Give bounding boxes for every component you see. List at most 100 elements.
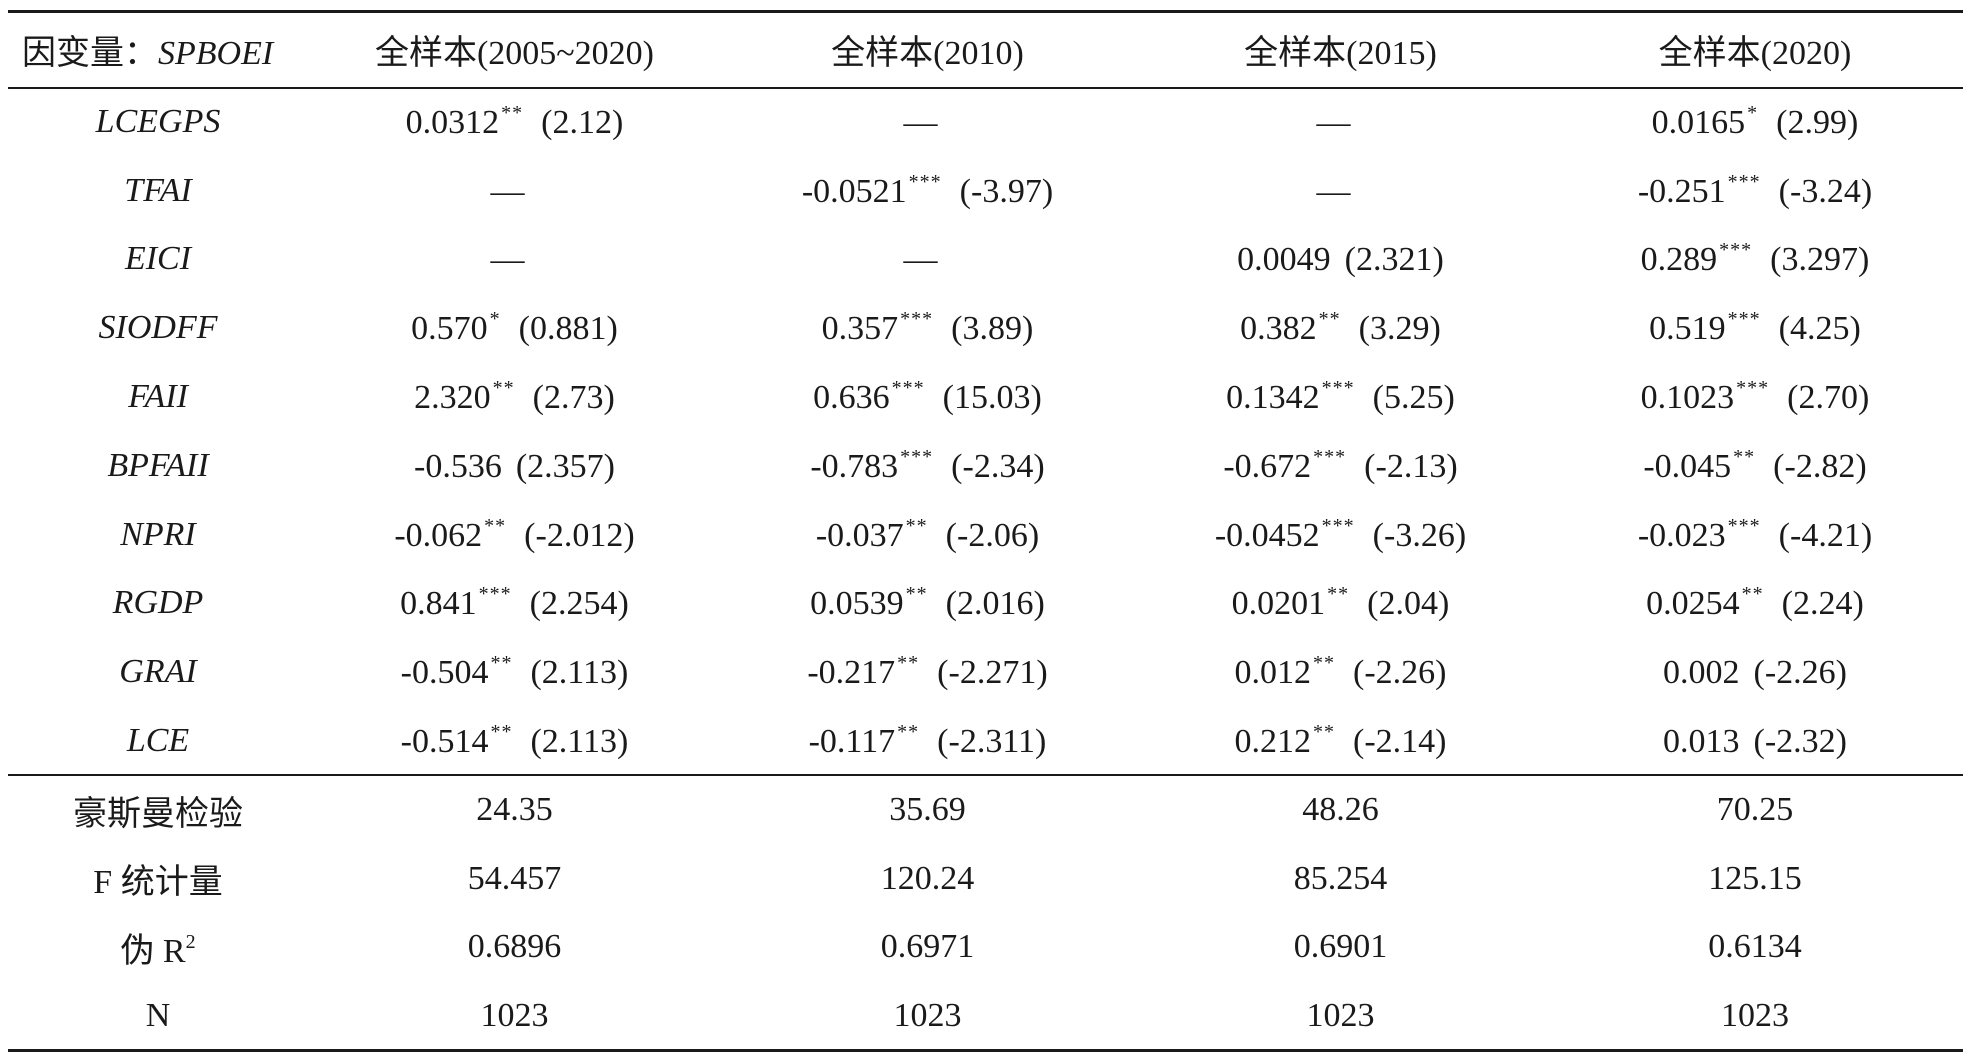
pseudo-r2-superscript: 2 xyxy=(185,930,196,953)
coefficient: -0.514 xyxy=(400,722,489,760)
t-statistic: (-2.32) xyxy=(1753,722,1847,760)
regression-table-page: 因变量：SPBOEI 全样本(2005~2020) 全样本(2010) 全样本(… xyxy=(8,10,1963,1053)
f-statistic-value: 120.24 xyxy=(880,859,975,897)
coefficient: 0.289 xyxy=(1640,241,1718,279)
coefficient: 0.002 xyxy=(1663,654,1740,692)
coefficient: 0.0201 xyxy=(1231,585,1326,623)
hausman-value: 24.35 xyxy=(476,791,553,829)
row-label: FAII xyxy=(128,378,188,416)
coef-cell: 2.320 ** (2.73) xyxy=(308,363,721,432)
t-statistic: (-4.21) xyxy=(1778,516,1873,554)
coefficient: -0.037 xyxy=(815,516,904,554)
coefficient: — xyxy=(490,241,525,279)
coef-cell: -0.672 *** (-2.13) xyxy=(1134,431,1547,500)
significance-stars: ** xyxy=(1733,445,1756,468)
coefficient: -0.062 xyxy=(394,516,483,554)
t-statistic: (2.321) xyxy=(1344,241,1444,279)
pseudo-r2-label-cell: 伪 R2 xyxy=(8,913,308,982)
coef-cell: — xyxy=(308,225,721,294)
row-label: EICI xyxy=(124,240,192,278)
t-statistic: (2.254) xyxy=(529,585,629,623)
coefficient: — xyxy=(490,172,525,210)
coef-cell: 0.0165 * (2.99) xyxy=(1547,88,1963,157)
coef-cell: -0.783 *** (-2.34) xyxy=(721,431,1134,500)
significance-stars: *** xyxy=(908,170,942,193)
table-row: BPFAII -0.536 (2.357) -0.783 *** (-2.34) -0… xyxy=(8,431,1963,500)
coef-cell: 0.0254 ** (2.24) xyxy=(1547,569,1963,638)
coefficient: -0.536 xyxy=(414,447,502,485)
t-statistic: (4.25) xyxy=(1778,310,1861,348)
significance-stars: ** xyxy=(1318,308,1341,331)
t-statistic: (15.03) xyxy=(942,379,1042,417)
coef-cell: — xyxy=(721,225,1134,294)
table-row: LCE -0.514 ** (2.113) -0.117 ** (-2.311) 0.2… xyxy=(8,706,1963,777)
t-statistic: (2.113) xyxy=(530,722,629,760)
coefficient: — xyxy=(903,241,938,279)
f-statistic-value: 54.457 xyxy=(467,859,562,897)
coef-cell: -0.045 ** (-2.82) xyxy=(1547,431,1963,500)
coefficient: -0.217 xyxy=(807,654,896,692)
significance-stars: ** xyxy=(490,720,513,743)
t-statistic: (2.12) xyxy=(541,104,624,142)
coefficient: 0.0539 xyxy=(810,585,904,623)
t-statistic: (-2.271) xyxy=(937,654,1048,692)
header-row: 因变量：SPBOEI 全样本(2005~2020) 全样本(2010) 全样本(… xyxy=(8,10,1963,89)
significance-stars: *** xyxy=(1727,514,1761,537)
coefficient: 0.013 xyxy=(1663,722,1740,760)
significance-stars: * xyxy=(489,308,501,331)
dependent-variable-name: SPBOEI xyxy=(158,35,274,73)
coef-cell: — xyxy=(721,88,1134,157)
coefficient: 0.0254 xyxy=(1646,585,1740,623)
coef-cell: 0.0539 ** (2.016) xyxy=(721,569,1134,638)
t-statistic: (-2.012) xyxy=(524,516,635,554)
column-header-2020: 全样本(2020) xyxy=(1547,10,1963,89)
table-row: RGDP 0.841 *** (2.254) 0.0539 ** (2.016) 0.0… xyxy=(8,569,1963,638)
coef-cell: -0.504 ** (2.113) xyxy=(308,638,721,707)
row-label: RGDP xyxy=(112,584,204,622)
t-statistic: (5.25) xyxy=(1372,379,1455,417)
coefficient: 0.357 xyxy=(821,310,899,348)
coef-cell: -0.0452 *** (-3.26) xyxy=(1134,500,1547,569)
coefficient: 0.570 xyxy=(411,310,488,348)
sample-size-value: 1023 xyxy=(721,981,1134,1053)
significance-stars: ** xyxy=(490,652,513,675)
t-statistic: (-3.26) xyxy=(1372,516,1467,554)
coef-cell: -0.117 ** (-2.311) xyxy=(721,706,1134,777)
coefficient: -0.504 xyxy=(400,654,489,692)
coef-cell: 0.002 (-2.26) xyxy=(1547,638,1963,707)
coef-cell: 0.0312 ** (2.12) xyxy=(308,88,721,157)
coefficient: — xyxy=(1316,172,1351,210)
row-label: NPRI xyxy=(120,515,196,553)
table-row: NPRI -0.062 ** (-2.012) -0.037 ** (-2.06) -0… xyxy=(8,500,1963,569)
row-label: LCE xyxy=(8,706,308,777)
coef-cell: -0.251 *** (-3.24) xyxy=(1547,156,1963,225)
t-statistic: (2.73) xyxy=(532,379,615,417)
coefficient: 0.1342 xyxy=(1226,379,1320,417)
coefficient: 0.382 xyxy=(1240,310,1317,348)
t-statistic: (-2.26) xyxy=(1353,654,1447,692)
t-statistic: (-2.14) xyxy=(1353,722,1447,760)
significance-stars: *** xyxy=(900,308,934,331)
sample-size-value: 1023 xyxy=(1547,981,1963,1053)
f-statistic-row: F 统计量 54.457 120.24 85.254 125.15 xyxy=(8,844,1963,913)
row-label: TFAI xyxy=(124,171,192,209)
coefficient: 0.212 xyxy=(1234,722,1312,760)
t-statistic: (2.016) xyxy=(945,585,1045,623)
pseudo-r2-value: 0.6134 xyxy=(1708,928,1802,966)
coef-cell: -0.536 (2.357) xyxy=(308,431,721,500)
hausman-value: 48.26 xyxy=(1302,791,1379,829)
significance-stars: ** xyxy=(1327,583,1350,606)
coef-cell: -0.514 ** (2.113) xyxy=(308,706,721,777)
coef-cell: 0.012 ** (-2.26) xyxy=(1134,638,1547,707)
coef-cell: — xyxy=(1134,88,1547,157)
t-statistic: (3.89) xyxy=(951,310,1034,348)
significance-stars: ** xyxy=(501,102,524,125)
coefficient: 0.1023 xyxy=(1640,379,1735,417)
t-statistic: (-2.13) xyxy=(1364,447,1458,485)
t-statistic: (2.357) xyxy=(515,447,615,485)
significance-stars: ** xyxy=(1741,583,1764,606)
significance-stars: ** xyxy=(1313,720,1336,743)
table-header: 因变量：SPBOEI 全样本(2005~2020) 全样本(2010) 全样本(… xyxy=(8,10,1963,89)
coefficient: 0.0049 xyxy=(1237,241,1331,279)
coefficient: -0.023 xyxy=(1637,516,1726,554)
